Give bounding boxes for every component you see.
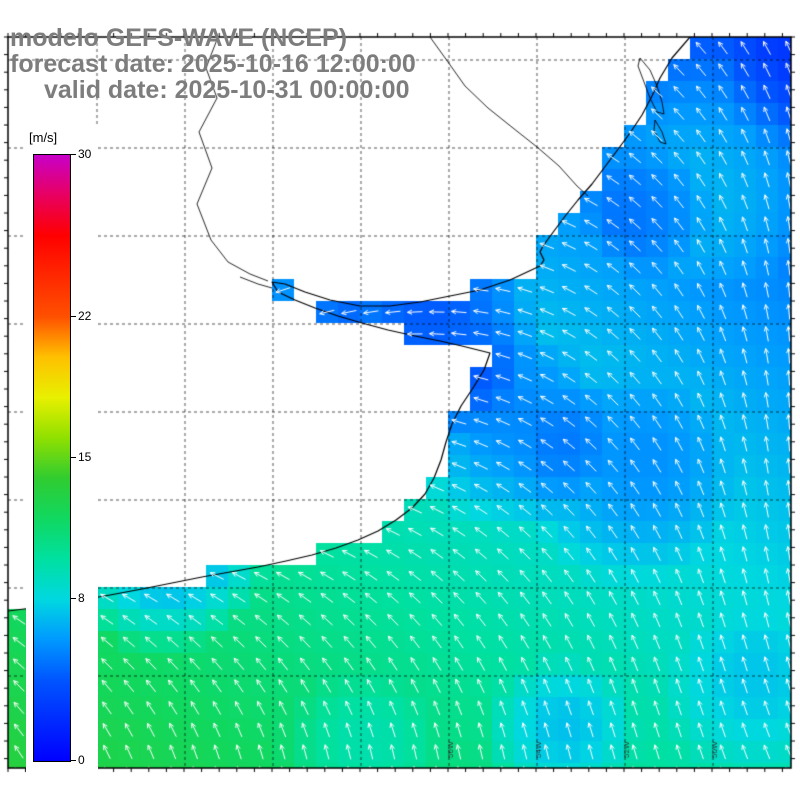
colorbar-tick-label: 30 [78, 147, 92, 161]
colorbar-tick-mark [71, 154, 76, 155]
colorbar-tick-mark [71, 315, 76, 317]
model-title: modelo GEFS-WAVE (NCEP) [10, 24, 348, 52]
colorbar-tick-label: 15 [78, 450, 92, 464]
colorbar-tick-mark [71, 457, 76, 458]
colorbar-tick-mark [71, 598, 76, 600]
forecast-date-label: forecast date: 2025-10-16 12:00:00 [10, 50, 416, 78]
colorbar: [m/s] 30 22 15 8 0 [26, 126, 98, 776]
colorbar-tick-mark [71, 760, 76, 761]
colorbar-gradient [33, 154, 71, 762]
valid-date-label: valid date: 2025-10-31 00:00:00 [44, 76, 410, 104]
colorbar-tick-label: 22 [78, 308, 92, 323]
colorbar-unit-label: [m/s] [29, 130, 58, 145]
colorbar-tick-label: 8 [78, 591, 85, 606]
colorbar-tick-label: 0 [78, 753, 85, 767]
